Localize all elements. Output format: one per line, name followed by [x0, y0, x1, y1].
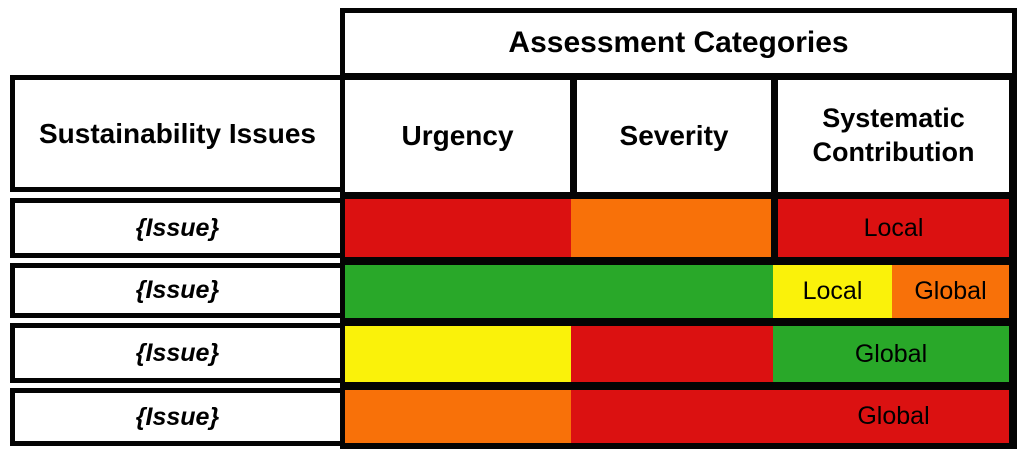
sustainability-issues-label: Sustainability Issues [39, 117, 316, 149]
sustainability-issues-header: Sustainability Issues [10, 75, 345, 192]
row-4-systematic-cell: Global [778, 390, 1009, 443]
row-1-scope-label: Local [863, 213, 924, 242]
row-1-systematic-cell: Local [778, 199, 1009, 257]
systematic-contribution-column-header: Systematic Contribution [778, 80, 1009, 192]
row-2-scope-global-label: Global [914, 277, 987, 305]
row-1-severity-cell [571, 199, 771, 257]
row-2-severity-cell [571, 265, 773, 318]
issue-3-label: {Issue} [135, 338, 220, 367]
severity-label: Severity [619, 120, 729, 151]
issue-row-2-label-box: {Issue} [10, 263, 345, 318]
severity-column-header: Severity [577, 80, 771, 192]
assessment-categories-label: Assessment Categories [508, 26, 849, 59]
systematic-contribution-label: Systematic Contribution [812, 103, 975, 167]
issue-row-4-label-box: {Issue} [10, 388, 345, 446]
row-4-scope-label: Global [857, 402, 930, 430]
row-1-urgency-cell [345, 199, 571, 257]
row-2-systematic-global-cell: Global [892, 265, 1009, 318]
row-3-scope-label: Global [854, 339, 928, 368]
row-2-systematic-local-cell: Local [773, 265, 892, 318]
row-3-urgency-cell [345, 326, 571, 382]
issue-row-1-label-box: {Issue} [10, 198, 345, 258]
urgency-column-header: Urgency [345, 80, 570, 192]
assessment-categories-header: Assessment Categories [345, 13, 1012, 73]
row-3-systematic-cell: Global [773, 326, 1009, 382]
row-4-urgency-cell [345, 390, 571, 443]
row-2-scope-local-label: Local [802, 277, 863, 305]
urgency-label: Urgency [401, 120, 514, 151]
issue-row-3-label-box: {Issue} [10, 323, 345, 383]
row-2-urgency-cell [345, 265, 571, 318]
issue-4-label: {Issue} [135, 402, 220, 431]
issue-2-label: {Issue} [135, 276, 220, 304]
row-4-severity-cell [571, 390, 778, 443]
issue-1-label: {Issue} [135, 213, 220, 242]
row-3-severity-cell [571, 326, 773, 382]
